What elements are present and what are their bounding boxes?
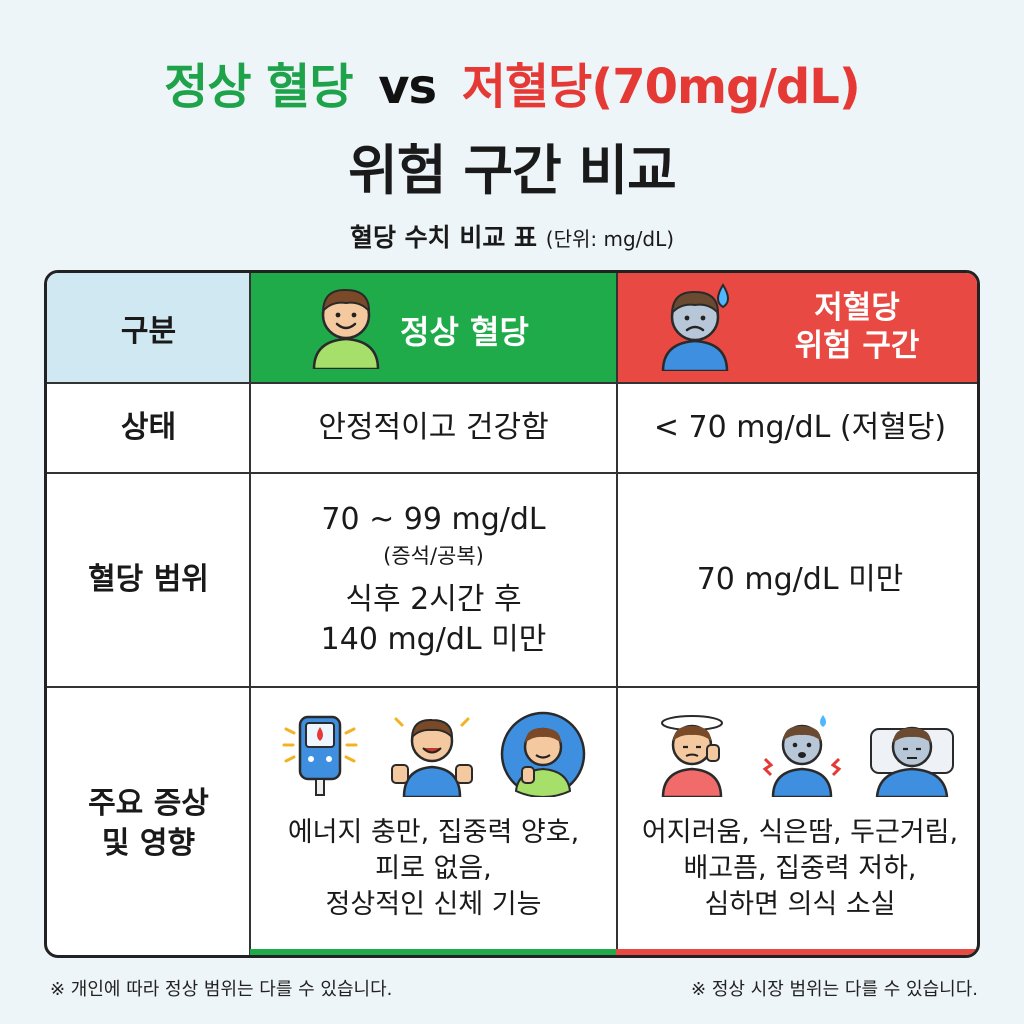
symptoms-low-line1: 어지러움, 식은땀, 두근거림, <box>641 817 959 848</box>
subtitle-main: 혈당 수치 비교 표 <box>349 223 538 252</box>
footnote-left: ※ 개인에 따라 정상 범위는 다를 수 있습니다. <box>50 979 393 1000</box>
symptoms-normal-line3: 정상적인 신체 기능 <box>325 889 542 920</box>
main-title-line1: 정상 혈당 vs 저혈당(70mg/dL) <box>0 52 1024 122</box>
thinking-person-icon <box>500 711 586 797</box>
glucose-meter-icon <box>282 715 358 796</box>
row-label-symptoms-line1: 주요 증상 <box>88 786 209 821</box>
symptoms-low-line3: 심하면 의식 소실 <box>704 889 896 920</box>
range-normal: 70 ~ 99 mg/dL (증석/공복) 식후 2시간 후 140 mg/dL… <box>250 473 617 687</box>
symptoms-normal: 에너지 충만, 집중력 양호, 피로 없음, 정상적인 신체 기능 <box>250 687 617 955</box>
header-normal: 정상 혈당 <box>250 273 617 383</box>
lying-in-bed-person-icon <box>870 726 954 797</box>
dizzy-person-icon <box>661 715 723 797</box>
footnote-right: ※ 정상 시장 범위는 다를 수 있습니다. <box>691 979 978 1000</box>
symptoms-normal-line2: 피로 없음, <box>375 853 492 884</box>
header-low: 저혈당 위험 구간 <box>617 273 977 383</box>
bottom-strip-red <box>616 949 977 955</box>
row-label-status: 상태 <box>120 410 177 445</box>
grid-divider <box>249 273 251 955</box>
header-label: 구분 <box>47 273 250 383</box>
grid-divider <box>47 686 977 688</box>
range-normal-postmeal-value: 140 mg/dL 미만 <box>320 622 547 657</box>
palpitation-person-icon <box>762 715 842 797</box>
symptoms-low-line2: 배고픔, 집중력 저하, <box>683 853 917 884</box>
row-label-symptoms-line2: 및 영향 <box>101 826 196 861</box>
title-low: 저혈당(70mg/dL) <box>461 59 861 115</box>
grid-divider <box>47 382 977 384</box>
thumbs-up-person-icon <box>391 717 473 797</box>
comparison-table: 구분 정상 혈당 저혈당 위험 구간 상태 안정적이고 건강함 < 70 mg/… <box>44 270 980 958</box>
bottom-strip-green <box>250 949 617 955</box>
happy-person-icon <box>312 288 380 369</box>
status-low: < 70 mg/dL (저혈당) <box>653 410 947 445</box>
range-low: 70 mg/dL 미만 <box>696 562 904 597</box>
grid-divider <box>616 273 618 955</box>
header-normal-label: 정상 혈당 <box>400 313 529 351</box>
header-low-line2: 위험 구간 <box>794 328 920 364</box>
range-normal-postmeal: 식후 2시간 후 <box>345 582 522 617</box>
grid-divider <box>47 472 977 474</box>
symptoms-low: 어지러움, 식은땀, 두근거림, 배고픔, 집중력 저하, 심하면 의식 소실 <box>617 687 977 955</box>
row-label-symptoms: 주요 증상 및 영향 <box>47 687 250 955</box>
row-label-range: 혈당 범위 <box>88 562 209 597</box>
symptoms-normal-line1: 에너지 충만, 집중력 양호, <box>287 817 580 848</box>
range-normal-fasting-note: (증석/공복) <box>383 544 484 568</box>
header-low-line1: 저혈당 <box>814 290 900 326</box>
main-title-line2: 위험 구간 비교 <box>348 139 677 202</box>
sweating-person-icon <box>661 283 729 371</box>
title-normal: 정상 혈당 <box>164 59 353 115</box>
range-normal-fasting: 70 ~ 99 mg/dL <box>321 502 546 537</box>
title-vs: vs <box>378 59 437 115</box>
subtitle: 혈당 수치 비교 표 (단위: mg/dL) <box>0 218 1024 259</box>
status-normal: 안정적이고 건강함 <box>318 410 549 445</box>
subtitle-unit: (단위: mg/dL) <box>545 227 675 251</box>
